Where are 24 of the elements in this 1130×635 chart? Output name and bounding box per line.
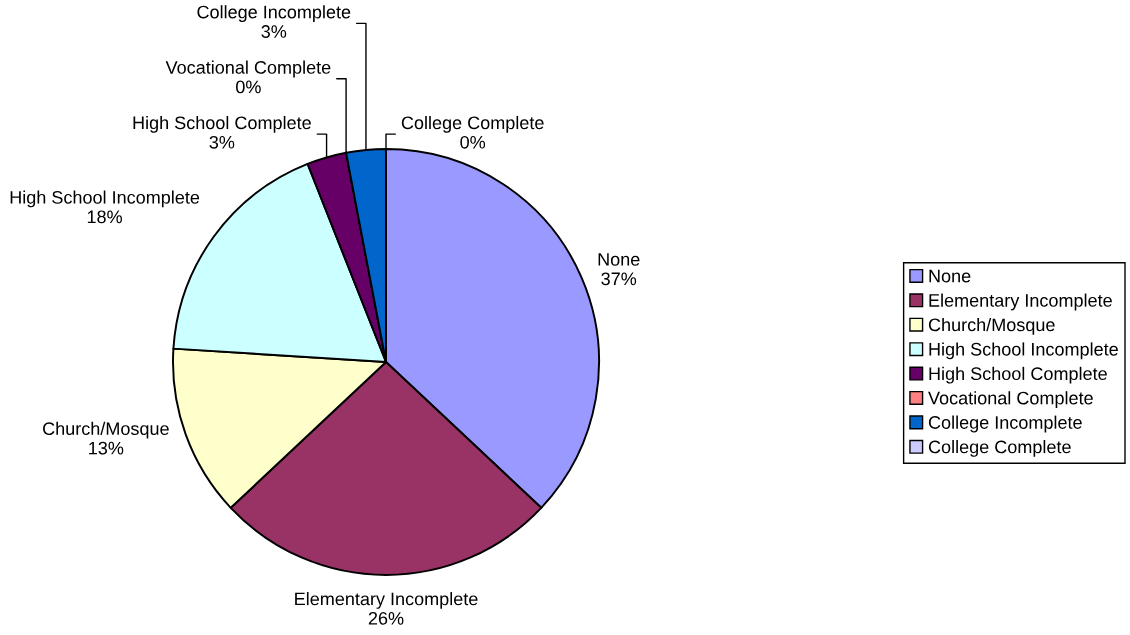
- data-label: 3%: [261, 25, 287, 38]
- data-label: 3%: [209, 135, 235, 149]
- slice-label: Church/Mosque: [43, 421, 169, 439]
- data-label: 26%: [368, 611, 404, 625]
- legend-label: Vocational Complete: [928, 391, 1093, 409]
- category-label: College Complete: [401, 115, 544, 133]
- legend-label: College Incomplete: [928, 415, 1082, 433]
- slice-label: College Incomplete: [197, 5, 351, 23]
- slice-label: High School Incomplete: [10, 190, 200, 208]
- legend-label: Elementary Incomplete: [929, 293, 1112, 311]
- slice-label: Elementary Incomplete: [295, 592, 478, 609]
- slice-label: High School Complete: [133, 115, 311, 133]
- legend-label: Church/Mosque: [928, 317, 1055, 335]
- legend-label: High School Incomplete: [929, 342, 1118, 360]
- data-label: 37%: [601, 272, 637, 286]
- category-label: Vocational Complete: [165, 60, 331, 78]
- data-label: 18%: [87, 210, 122, 224]
- legend-label: None: [929, 269, 971, 283]
- text: 0%: [236, 80, 261, 94]
- legend-label: High School Complete: [929, 366, 1107, 384]
- data-label: 13%: [89, 441, 124, 455]
- slice-label: None: [598, 253, 640, 266]
- legend-label: College Complete: [928, 440, 1071, 457]
- text: 0%: [460, 135, 486, 149]
